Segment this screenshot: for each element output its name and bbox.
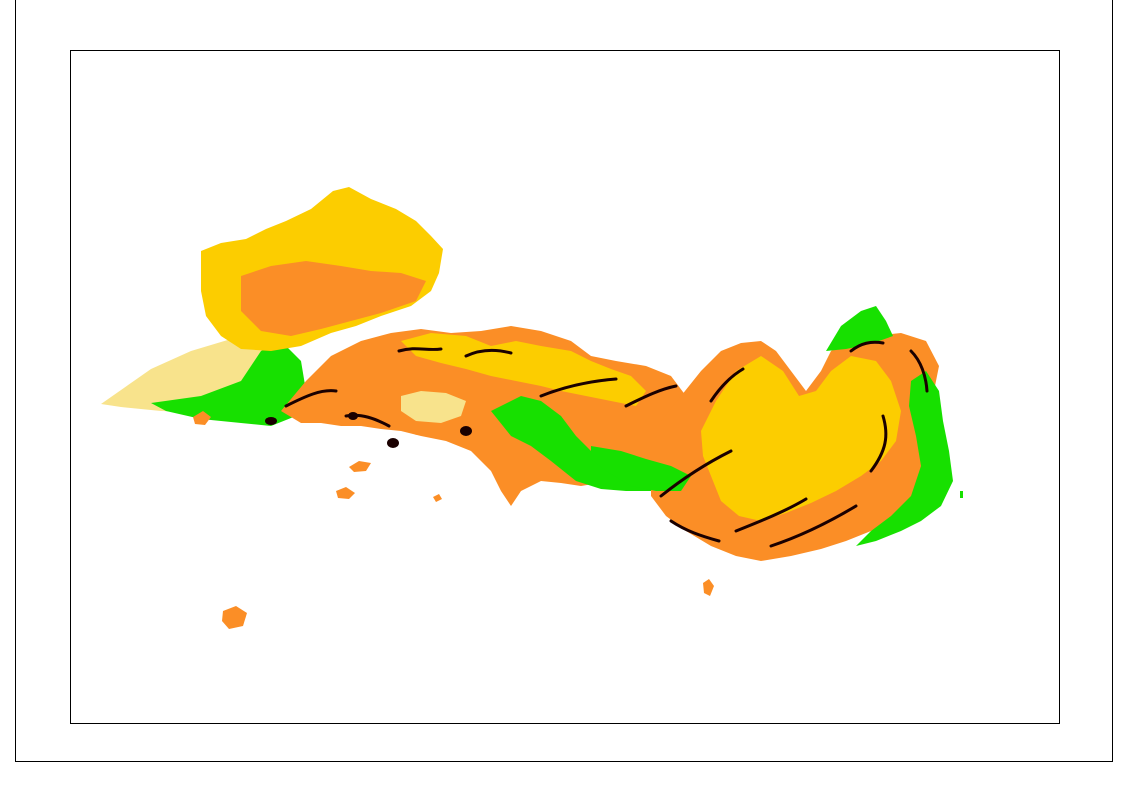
very-high-patch	[387, 438, 399, 448]
very-high-ridges	[284, 340, 929, 548]
island	[222, 606, 247, 629]
island	[703, 579, 714, 596]
very-high-patch	[348, 412, 358, 420]
island	[433, 494, 442, 502]
region-vegetation-east	[826, 306, 893, 351]
region-vegetation-east-coast	[856, 371, 953, 546]
region-vegetation-west	[151, 341, 306, 426]
region-moderate-east	[701, 356, 901, 521]
map-frame[interactable]	[70, 50, 1060, 724]
region-moderate-central	[401, 333, 646, 406]
island	[349, 461, 371, 472]
island	[409, 423, 423, 435]
very-high-patch	[460, 426, 472, 436]
map-canvas[interactable]	[71, 51, 1060, 724]
island	[336, 487, 355, 499]
region-vegetation-southeast	[591, 446, 691, 491]
island	[193, 411, 211, 425]
region-high-northwest	[241, 261, 426, 336]
island	[960, 491, 963, 498]
region-sandy-central	[401, 391, 466, 423]
very-high-patch	[265, 417, 277, 425]
